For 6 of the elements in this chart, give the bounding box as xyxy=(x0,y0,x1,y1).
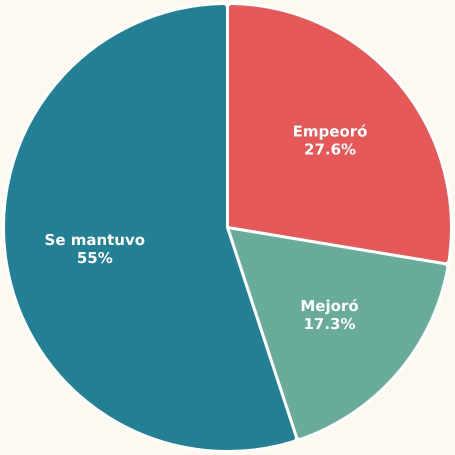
slice-label: Empeoró xyxy=(292,122,368,141)
data-label: 55% xyxy=(76,248,113,267)
slice-label: Se mantuvo xyxy=(44,230,146,249)
data-label: 17.3% xyxy=(303,315,356,334)
slice-label: Mejoró xyxy=(300,297,359,316)
data-label: 27.6% xyxy=(304,140,356,159)
